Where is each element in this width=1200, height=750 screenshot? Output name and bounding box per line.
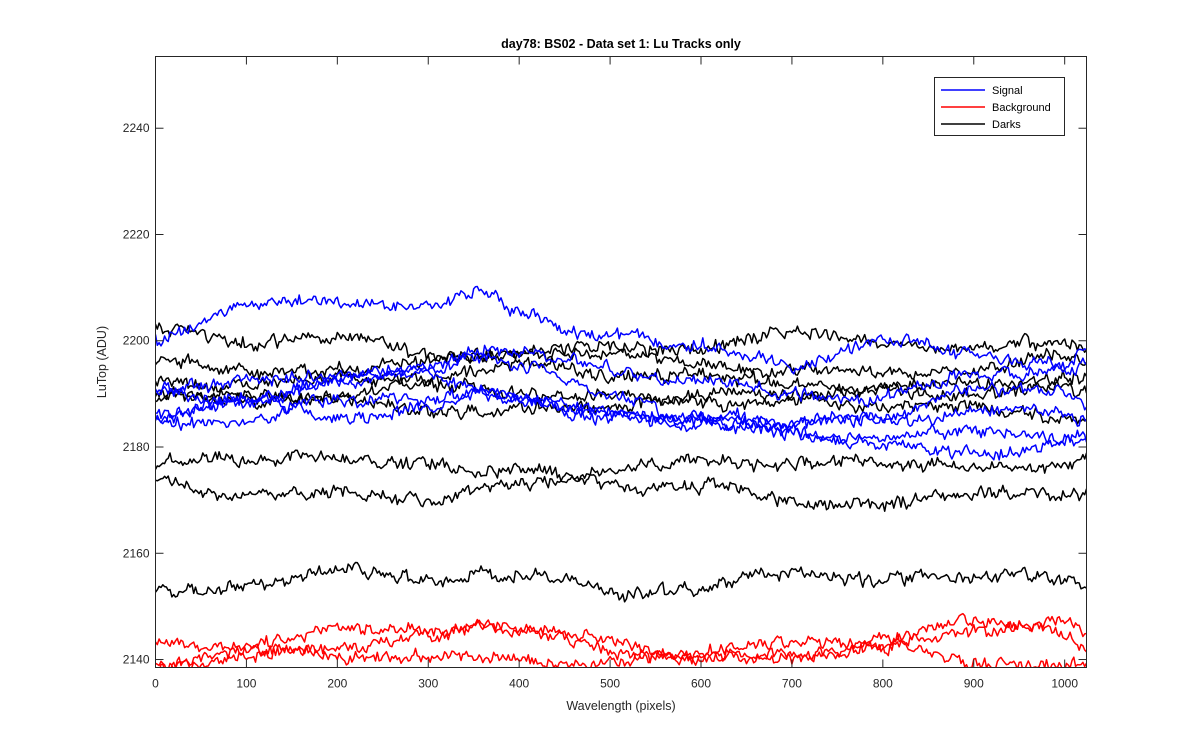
x-tick-label: 0 [152,677,159,691]
legend-label-darks: Darks [992,119,1021,131]
y-tick-label: 2140 [123,653,150,667]
series-line-signal-1 [155,344,1087,408]
series-line-darks-14 [155,449,1087,482]
x-tick-label: 1000 [1051,677,1078,691]
series-line-background-8 [159,640,1087,668]
plot-area [155,56,1087,668]
series-line-signal-4 [155,387,1087,445]
x-tick-label: 400 [509,677,529,691]
chart-title: day78: BS02 - Data set 1: Lu Tracks only [501,37,741,51]
y-tick-label: 2160 [123,546,150,560]
y-tick-label: 2200 [123,334,150,348]
x-tick-label: 900 [964,677,984,691]
x-tick-label: 600 [691,677,711,691]
tick-layer: 0 100 200 300 400 500 600 700 800 900 1000 2140 2160… [123,56,1087,691]
y-tick-label: 2240 [123,121,150,135]
series-line-darks-16 [155,561,1087,603]
x-axis-label: Wavelength (pixels) [566,699,675,713]
series-line-darks-13 [155,386,1087,425]
x-tick-label: 800 [873,677,893,691]
y-tick-label: 2220 [123,227,150,241]
series-layer [155,285,1087,668]
axes-box [155,56,1087,668]
legend: Signal Background Darks [934,77,1065,136]
y-tick-label: 2180 [123,440,150,454]
x-tick-label: 100 [236,677,256,691]
series-line-signal-5 [155,386,1087,461]
x-tick-label: 300 [418,677,438,691]
series-line-signal-2 [155,352,1087,431]
legend-label-signal: Signal [992,85,1023,97]
series-line-signal-0 [155,285,1087,375]
x-tick-label: 500 [600,677,620,691]
legend-label-background: Background [992,102,1051,114]
series-line-background-6 [155,612,1087,665]
series-line-darks-15 [155,473,1087,512]
series-line-background-7 [155,615,1087,668]
y-axis-label: LuTop (ADU) [95,326,109,398]
x-tick-label: 200 [327,677,347,691]
x-tick-label: 700 [782,677,802,691]
series-line-signal-3 [155,365,1087,435]
